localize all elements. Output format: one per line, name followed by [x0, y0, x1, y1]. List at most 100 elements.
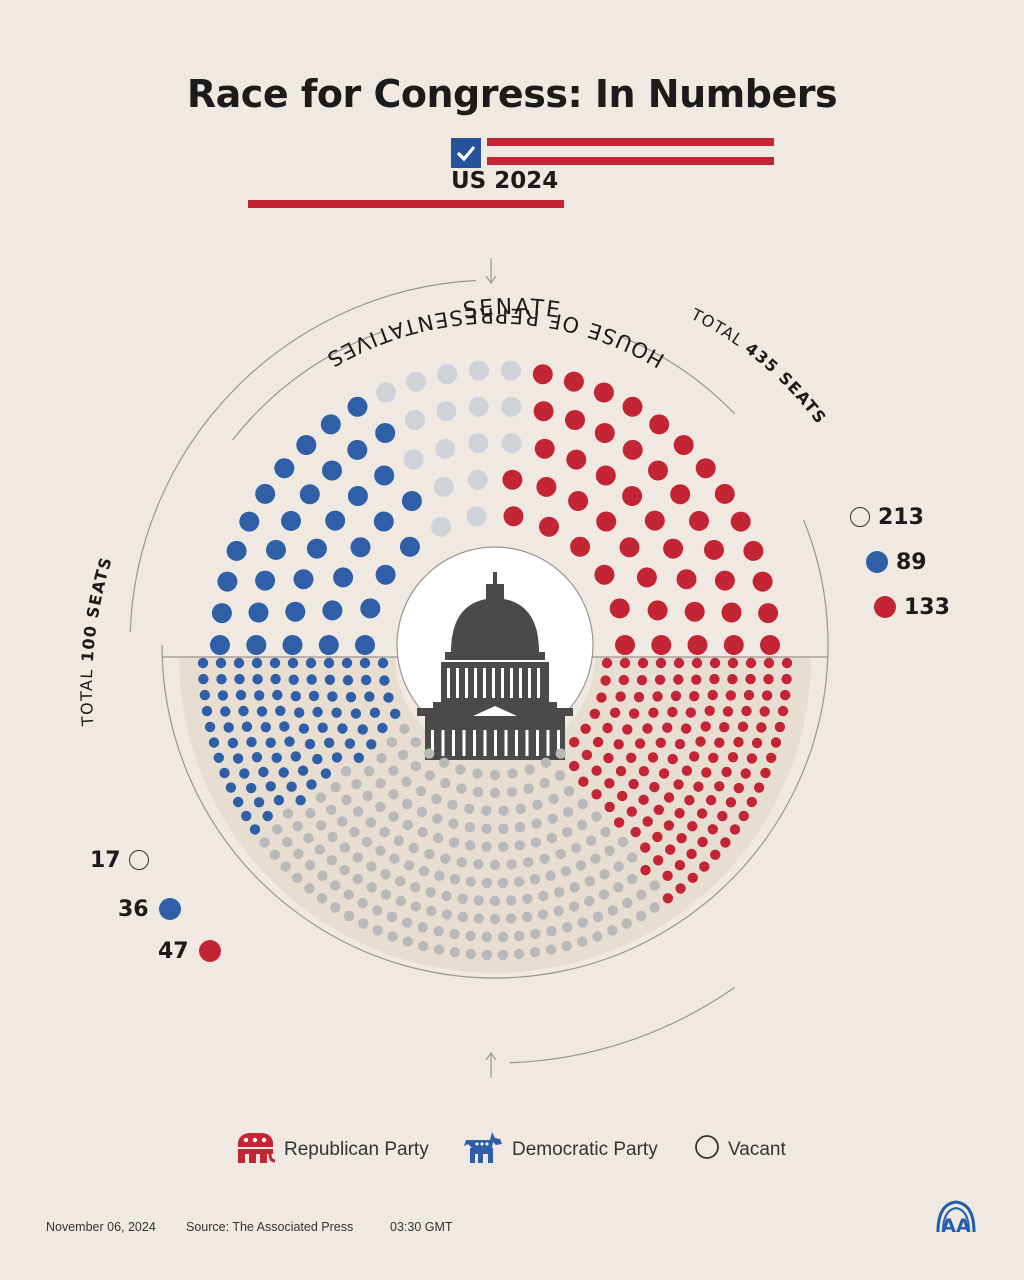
house-seat-republican [696, 808, 708, 819]
senate-seat-republican [534, 438, 555, 459]
house-seat-vacant [553, 905, 564, 917]
senate-seat-democratic [282, 635, 303, 655]
house-seat-vacant [607, 925, 618, 936]
house-seat-republican [781, 673, 792, 685]
house-seat-democratic [258, 766, 269, 778]
house-seat-democratic [234, 673, 245, 685]
senate-seat-democratic [373, 511, 394, 532]
house-seat-democratic [288, 674, 299, 685]
house-seat-republican [649, 781, 660, 793]
house-seat-republican [633, 691, 645, 703]
senate-seat-democratic [375, 564, 396, 585]
senate-seat-democratic [266, 539, 286, 560]
house-seat-republican [653, 804, 664, 815]
legend-democratic: Democratic Party [462, 1130, 658, 1170]
senate-frame-arc [232, 331, 382, 441]
senate-seat-republican [730, 511, 751, 532]
senate-seat-republican [566, 449, 587, 470]
house-seat-vacant [489, 895, 501, 907]
house-seat-vacant [515, 803, 526, 814]
house-total-label: TOTAL 435 SEATS [687, 304, 830, 428]
house-seat-republican [653, 855, 664, 866]
house-seat-vacant [352, 873, 363, 885]
house-seat-democratic [306, 779, 317, 790]
house-seat-vacant [425, 887, 436, 898]
chart-subtitle: US 2024 [451, 168, 559, 194]
senate-seat-democratic [246, 635, 267, 655]
house-seat-vacant [530, 837, 542, 848]
house-seat-vacant [465, 840, 476, 851]
house-seat-vacant [386, 736, 398, 748]
house-seat-vacant [489, 787, 501, 799]
senate-seat-republican [743, 540, 764, 561]
house-seat-republican [618, 674, 630, 686]
senate-seat-republican [622, 439, 643, 460]
house-seat-democratic [317, 722, 328, 733]
house-seat-republican [615, 765, 627, 777]
house-seat-democratic [215, 657, 227, 669]
house-seat-republican [691, 674, 702, 685]
house-seat-republican [642, 816, 653, 827]
senate-seat-republican [758, 603, 779, 624]
house-seat-vacant [489, 913, 501, 925]
house-seat-republican [691, 657, 703, 669]
house-seat-democratic [359, 657, 371, 669]
house-seat-republican [753, 782, 765, 793]
house-seat-vacant [546, 832, 558, 844]
house-seat-republican [662, 870, 673, 881]
house-seat-republican [658, 768, 670, 779]
senate-seat-republican [622, 396, 643, 417]
house-seat-democratic [308, 690, 320, 702]
senate-seat-democratic [217, 571, 238, 592]
house-seat-republican [766, 752, 777, 763]
house-seat-republican [746, 753, 758, 764]
up-arrow-icon [485, 1051, 497, 1078]
house-seat-republican [662, 722, 673, 733]
capitol-icon [396, 546, 594, 760]
house-seat-republican [727, 674, 738, 685]
house-seat-vacant [590, 853, 601, 864]
house-seat-republican [609, 707, 621, 718]
house-seat-republican [761, 690, 773, 701]
house-seat-republican [655, 657, 667, 669]
house-seat-vacant [366, 882, 377, 893]
house-seat-democratic [251, 752, 263, 763]
house-seat-republican [719, 722, 730, 733]
senate-seat-democratic [318, 635, 339, 655]
senate-seat-vacant [501, 396, 522, 417]
house-seat-republican [759, 706, 770, 717]
senate-seat-democratic [322, 600, 343, 621]
senate-seat-democratic [360, 598, 381, 619]
house-seat-democratic [304, 738, 316, 750]
house-seat-republican [568, 760, 580, 772]
house-seat-republican [727, 657, 739, 669]
house-seat-democratic [344, 738, 356, 749]
house-seat-vacant [591, 811, 602, 822]
house-seat-vacant [416, 806, 428, 818]
house-seat-democratic [271, 752, 282, 763]
house-seat-republican [733, 782, 744, 794]
senate-seat-vacant [376, 382, 397, 403]
senate-seat-republican [648, 460, 668, 481]
senate-seat-republican [594, 423, 615, 443]
house-seat-democratic [256, 706, 268, 717]
house-seat-vacant [598, 889, 610, 900]
house-seat-republican [705, 795, 717, 806]
house-seat-democratic [252, 674, 263, 685]
house-seat-vacant [562, 806, 574, 818]
house-seat-republican [638, 766, 650, 777]
house-seat-vacant [424, 770, 436, 781]
house-seat-republican [684, 795, 695, 806]
house-seat-republican [640, 842, 651, 853]
house-seat-vacant [498, 823, 509, 834]
aa-logo: AA [934, 1192, 978, 1242]
house-seat-democratic [366, 739, 377, 750]
senate-seat-republican [503, 506, 524, 527]
house-seat-democratic [379, 675, 390, 686]
senate-total-label: TOTAL 100 SEATS [77, 554, 116, 727]
senate-seat-vacant [468, 396, 489, 417]
house-seat-democratic [383, 692, 394, 703]
house-seat-democratic [251, 657, 263, 669]
house-seat-democratic [306, 674, 317, 685]
house-seat-republican [770, 737, 782, 748]
